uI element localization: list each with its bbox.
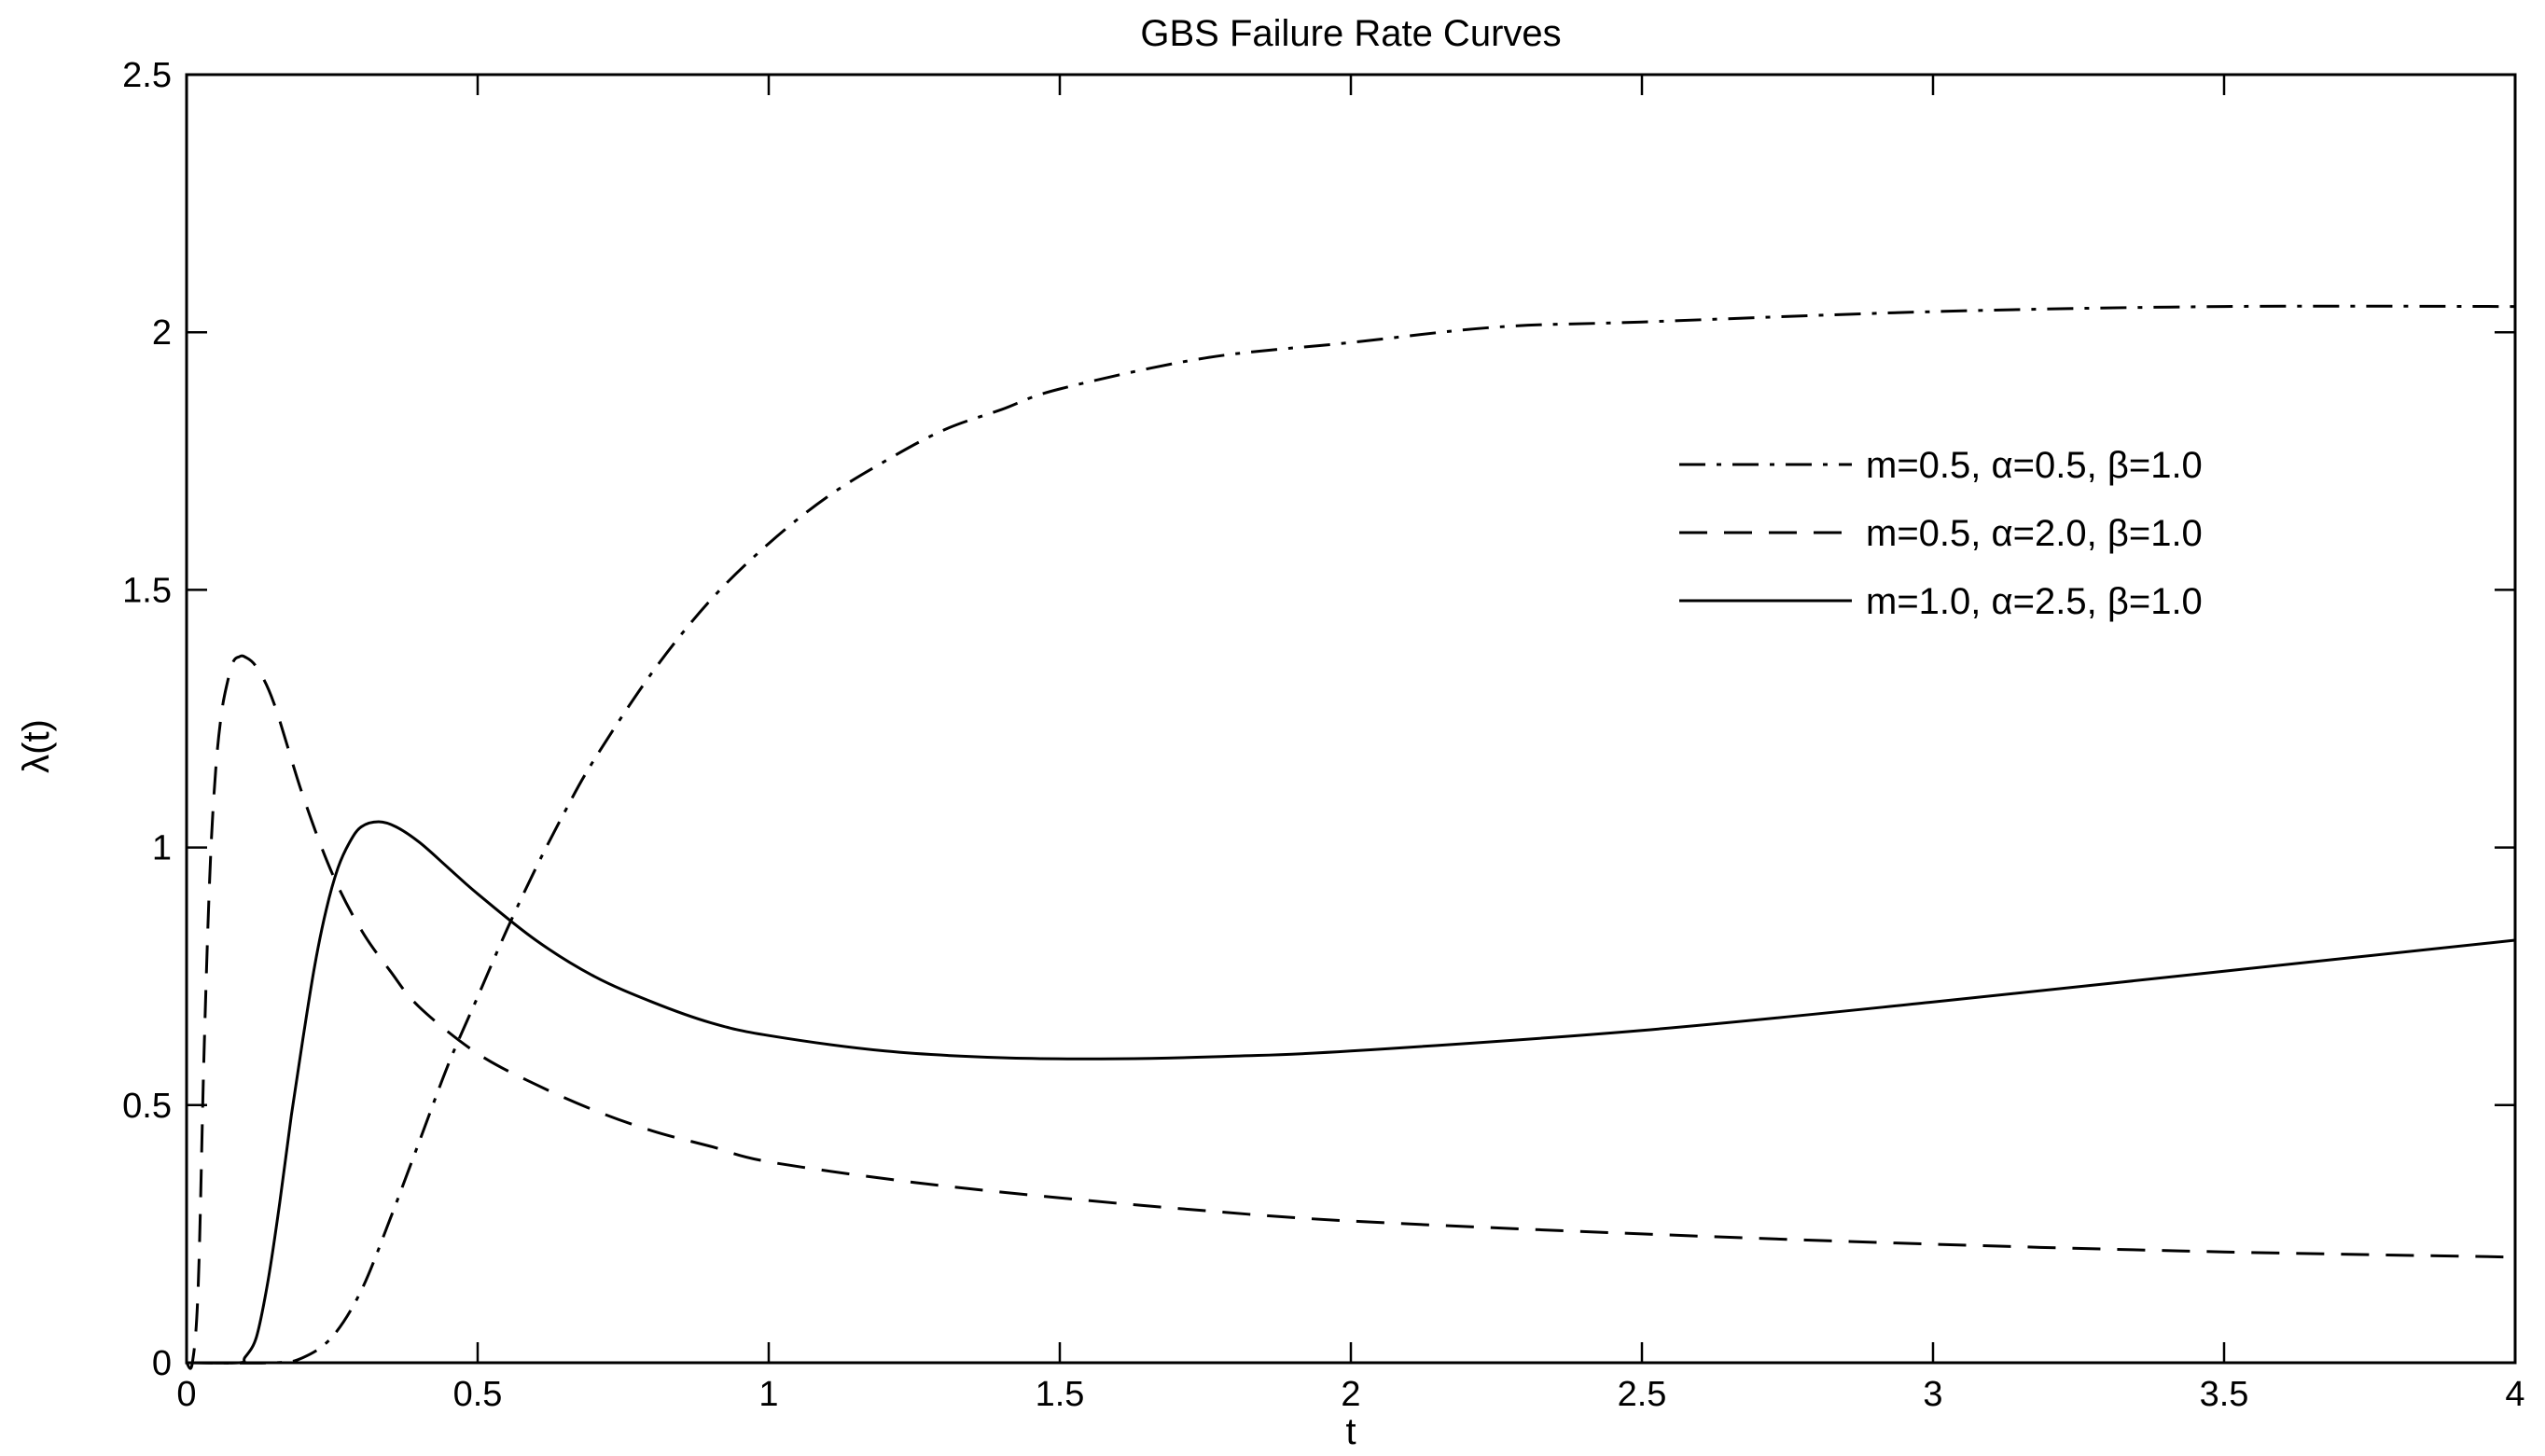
x-tick-label: 0.5	[453, 1375, 503, 1414]
series-line-3	[186, 820, 2516, 1365]
x-tick-label: 4	[2505, 1375, 2524, 1414]
y-axis-label: λ(t)	[16, 719, 57, 773]
legend-label-3: m=1.0, α=2.5, β=1.0	[1866, 581, 2203, 622]
x-tick-label: 0	[176, 1375, 196, 1414]
x-tick-label: 1.5	[1036, 1375, 1085, 1414]
x-tick-label: 2.5	[1618, 1375, 1667, 1414]
y-tick-label: 1.5	[122, 571, 172, 610]
y-tick-label: 1	[152, 829, 172, 868]
x-tick-label: 1	[758, 1375, 778, 1414]
legend: m=0.5, α=0.5, β=1.0 m=0.5, α=2.0, β=1.0 m=…	[1679, 445, 2203, 622]
x-tick-label: 2	[1341, 1375, 1360, 1414]
y-tick-label: 0	[152, 1344, 172, 1383]
x-tick-label: 3	[1923, 1375, 1942, 1414]
series-line-2	[185, 654, 2516, 1370]
legend-label-2: m=0.5, α=2.0, β=1.0	[1866, 513, 2203, 554]
y-tick-label: 2	[152, 313, 172, 353]
plot-area: 0 0.5 1 1.5 2 2.5 3 3.5 4 0 0.5 1 1.5 2 2.5	[122, 56, 2524, 1414]
y-tick-label: 0.5	[122, 1087, 172, 1126]
chart-title: GBS Failure Rate Curves	[1140, 13, 1561, 54]
x-axis-label: t	[1345, 1411, 1356, 1452]
y-tick-label: 2.5	[122, 56, 172, 95]
x-tick-label: 3.5	[2200, 1375, 2249, 1414]
legend-label-1: m=0.5, α=0.5, β=1.0	[1866, 445, 2203, 486]
series-line-1	[186, 304, 2516, 1365]
